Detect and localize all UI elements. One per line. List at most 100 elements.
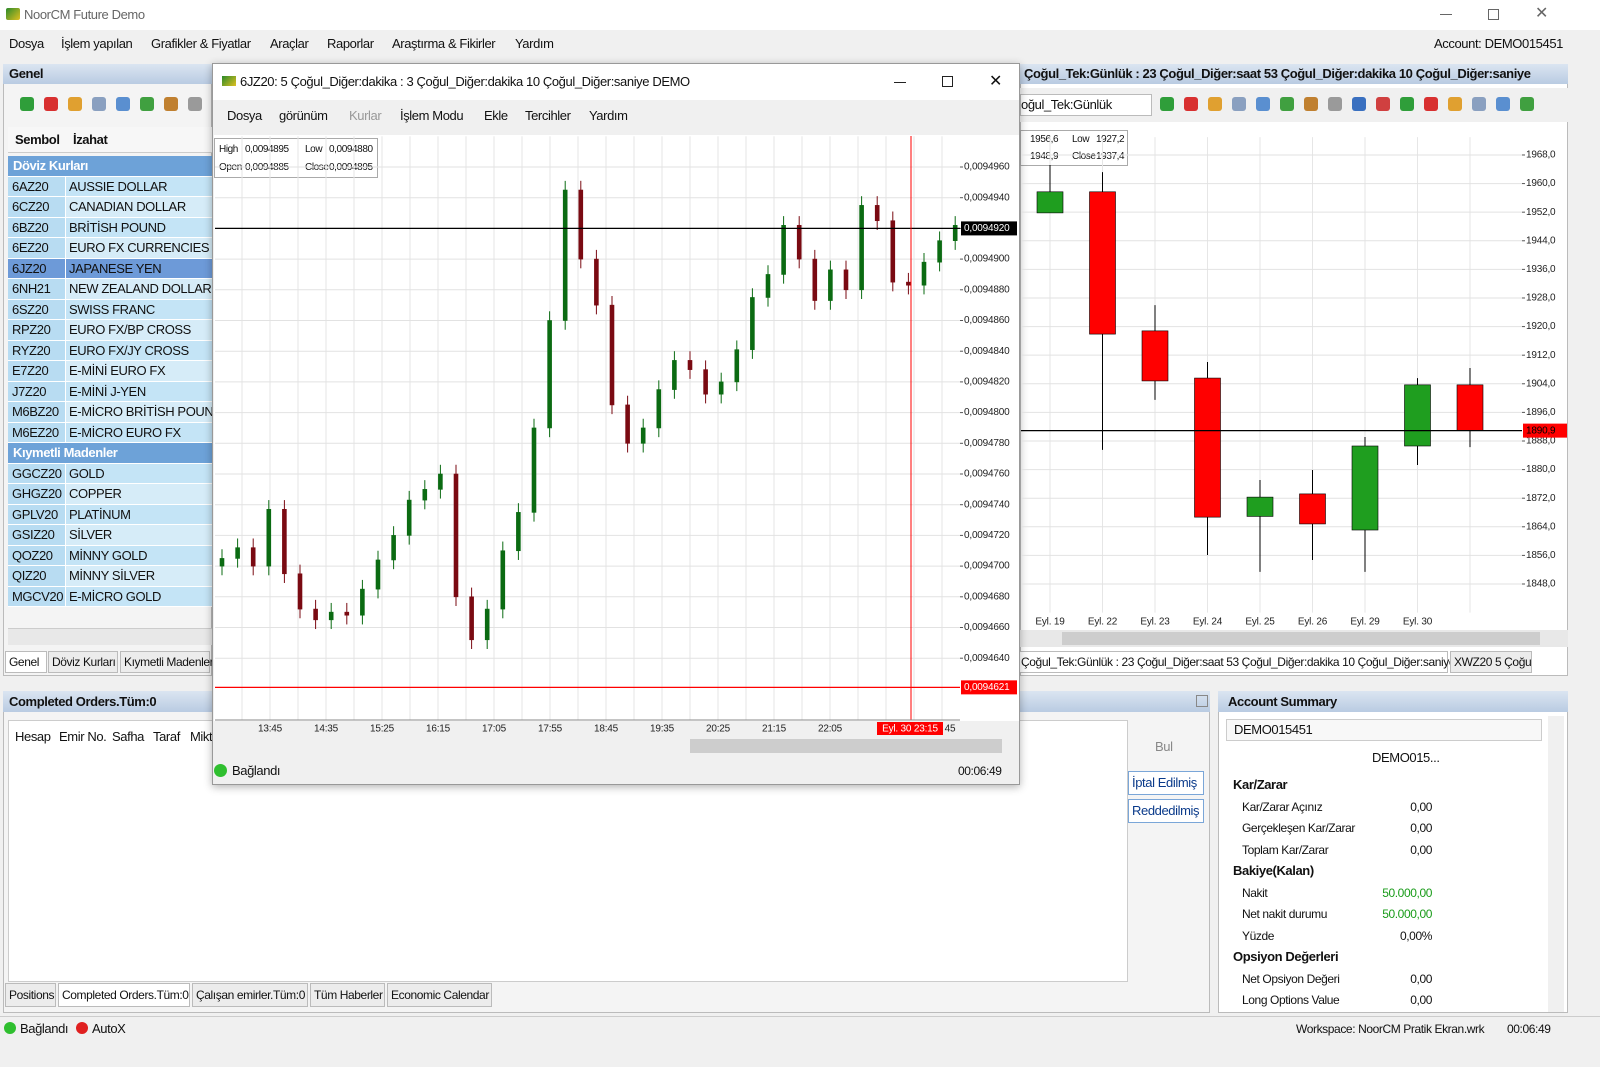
menu-item[interactable]: İşlem yapılan <box>61 36 133 51</box>
tab[interactable] <box>387 983 492 1007</box>
symbol-cell[interactable] <box>8 545 66 566</box>
chart-area <box>214 135 1019 721</box>
description-cell[interactable] <box>66 402 212 423</box>
toolbar-icon <box>68 97 82 111</box>
menu-item[interactable]: Grafikler & Fiyatlar <box>151 36 251 51</box>
menu-item[interactable]: Ekle <box>484 108 508 123</box>
description-cell[interactable] <box>66 484 212 505</box>
tab[interactable] <box>120 651 210 673</box>
symbol-cell[interactable] <box>8 422 66 443</box>
symbol-cell[interactable] <box>8 299 66 320</box>
description-cell[interactable] <box>66 422 212 443</box>
symbol-cell[interactable] <box>8 176 66 197</box>
symbol-cell[interactable] <box>8 258 66 279</box>
toolbar-icon <box>1520 97 1534 111</box>
columns-header <box>8 127 212 153</box>
description-cell[interactable] <box>66 525 212 546</box>
symbol-cell[interactable] <box>8 504 66 525</box>
account-tree <box>1226 719 1542 741</box>
symbol-cell[interactable] <box>8 217 66 238</box>
find-button[interactable]: Bul <box>1155 739 1173 754</box>
symbol-cell[interactable] <box>8 525 66 546</box>
tab[interactable] <box>1450 651 1532 673</box>
menu-item[interactable]: Yardım <box>515 36 554 51</box>
menu-item[interactable]: Araçlar <box>270 36 309 51</box>
maximize[interactable] <box>942 76 953 87</box>
description-cell[interactable] <box>66 197 212 218</box>
column-header[interactable]: İzahat <box>73 132 108 147</box>
menu-item[interactable]: Dosya <box>227 108 262 123</box>
symbol-cell[interactable] <box>8 463 66 484</box>
description-cell[interactable] <box>66 504 212 525</box>
tab-label: Positions <box>9 988 55 1002</box>
column-header[interactable]: Hesap <box>15 729 51 744</box>
menu-item[interactable]: Dosya <box>9 36 44 51</box>
description: E-MİCRO BRİTİSH POUND <box>69 404 223 419</box>
tab[interactable] <box>310 983 385 1007</box>
description-cell[interactable] <box>66 545 212 566</box>
close-x[interactable]: ✕ <box>1535 5 1549 22</box>
tab[interactable] <box>5 651 47 673</box>
description-cell[interactable] <box>66 279 212 300</box>
column-header[interactable]: Sembol <box>15 132 60 147</box>
description-cell[interactable] <box>66 566 212 587</box>
group-row[interactable] <box>8 156 212 177</box>
symbol-cell[interactable] <box>8 381 66 402</box>
symbol: M6BZ20 <box>12 404 59 419</box>
symbol-combo[interactable] <box>1020 94 1152 116</box>
menu-item[interactable]: Tercihler <box>525 108 571 123</box>
cancelled-button[interactable] <box>1128 771 1204 795</box>
description-cell[interactable] <box>66 320 212 341</box>
column-header[interactable]: Taraf <box>153 729 180 744</box>
menu-item[interactable]: Raporlar <box>327 36 374 51</box>
description-cell[interactable] <box>66 361 212 382</box>
column-header[interactable]: Mikt <box>190 729 213 744</box>
section-title: Kar/Zarar <box>1233 777 1288 792</box>
menu-item[interactable]: Kurlar <box>349 108 382 123</box>
description-cell[interactable] <box>66 238 212 259</box>
symbol: 6JZ20 <box>12 260 47 276</box>
symbol-cell[interactable] <box>8 279 66 300</box>
description-cell[interactable] <box>66 340 212 361</box>
symbol-cell[interactable] <box>8 586 66 607</box>
rejected-button[interactable] <box>1128 799 1204 823</box>
restore[interactable] <box>1488 9 1499 20</box>
description-cell[interactable] <box>66 463 212 484</box>
description-cell[interactable] <box>66 381 212 402</box>
description-cell[interactable] <box>66 176 212 197</box>
symbol-cell[interactable] <box>8 402 66 423</box>
symbol-cell[interactable] <box>8 340 66 361</box>
panel-close[interactable] <box>1196 695 1208 707</box>
column-header[interactable]: Safha <box>112 729 144 744</box>
description-cell[interactable] <box>66 299 212 320</box>
minimize[interactable] <box>894 82 906 83</box>
description-cell[interactable] <box>66 258 212 279</box>
tab[interactable] <box>5 983 56 1007</box>
tab[interactable] <box>192 983 308 1007</box>
scroll-thumb[interactable] <box>690 739 1002 753</box>
symbol-cell[interactable] <box>8 361 66 382</box>
scroll-thumb[interactable] <box>1062 632 1540 645</box>
tab[interactable] <box>58 983 190 1007</box>
menu-item[interactable]: görünüm <box>279 108 328 123</box>
symbol-cell[interactable] <box>8 238 66 259</box>
symbol-cell[interactable] <box>8 320 66 341</box>
group-row[interactable] <box>8 443 212 464</box>
minimize[interactable] <box>1440 14 1452 15</box>
symbol-cell[interactable] <box>8 566 66 587</box>
toolbar-icon <box>1304 97 1318 111</box>
description-cell[interactable] <box>66 586 212 607</box>
menu-item[interactable]: Araştırma & Fikirler <box>392 36 496 51</box>
description-cell[interactable] <box>66 217 212 238</box>
menu-item[interactable]: İşlem Modu <box>400 108 464 123</box>
close-x[interactable]: ✕ <box>989 73 1003 90</box>
symbol-cell[interactable] <box>8 484 66 505</box>
ohlc-label: Open <box>219 162 242 173</box>
column-header[interactable]: Emir No. <box>59 729 107 744</box>
symbol: E7Z20 <box>12 363 49 378</box>
row-label: Net nakit durumu <box>1242 907 1327 921</box>
symbol-cell[interactable] <box>8 197 66 218</box>
menu-item[interactable]: Yardım <box>589 108 628 123</box>
toolbar-icon <box>188 97 202 111</box>
tab[interactable] <box>48 651 118 673</box>
